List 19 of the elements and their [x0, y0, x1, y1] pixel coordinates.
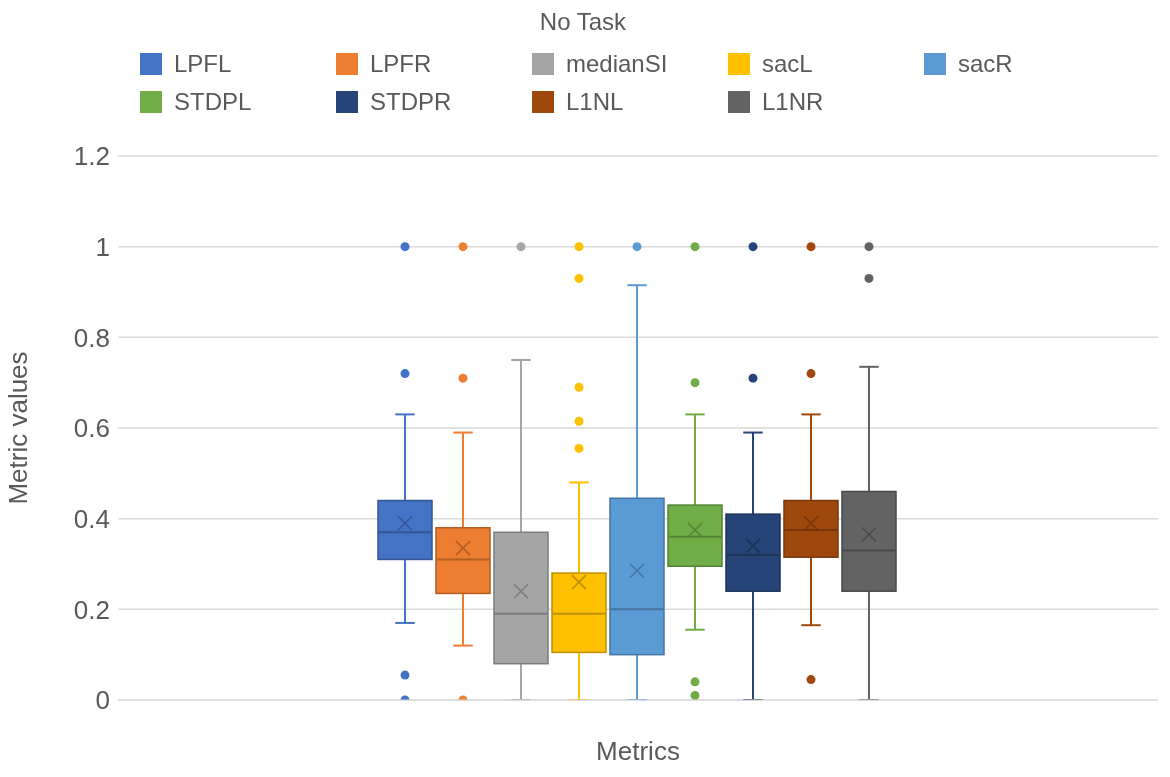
y-tick-label: 0 — [95, 685, 110, 716]
x-axis-title: Metrics — [596, 736, 680, 766]
y-tick-label: 0.2 — [73, 594, 110, 625]
legend-label: L1NR — [762, 88, 824, 116]
y-tick-label: 1 — [95, 231, 110, 262]
legend-label: LPFR — [370, 50, 432, 78]
legend-label: L1NL — [566, 88, 624, 116]
y-tick-label: 0.4 — [73, 503, 110, 534]
legend-label: sacL — [762, 50, 813, 78]
y-tick-label: 0.8 — [73, 322, 110, 353]
chart-title: No Task — [538, 8, 628, 36]
y-tick-label: 1.2 — [73, 141, 110, 172]
y-axis-title: Metric values — [3, 351, 34, 505]
legend-label: sacR — [958, 50, 1013, 78]
legend-label: STDPR — [370, 88, 452, 116]
legend-label: LPFL — [174, 50, 232, 78]
legend-label: STDPL — [174, 88, 252, 116]
legend-label: medianSI — [566, 50, 668, 78]
y-tick-label: 0.6 — [73, 413, 110, 444]
